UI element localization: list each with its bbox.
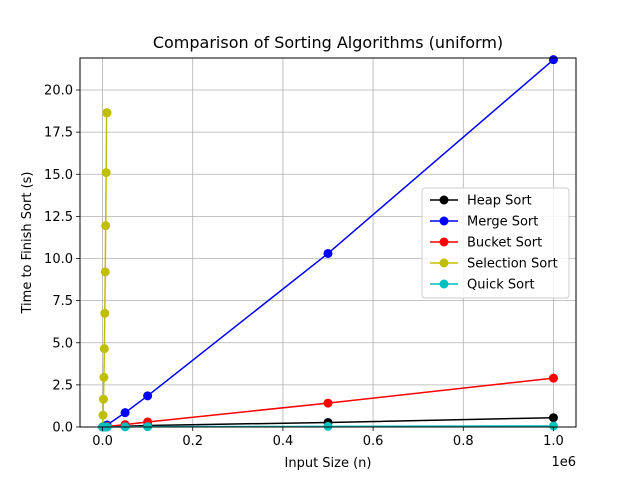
legend-marker xyxy=(439,216,449,226)
legend-marker xyxy=(439,195,449,205)
series-selection-sort xyxy=(98,108,112,432)
legend-marker xyxy=(439,237,449,247)
legend-label: Selection Sort xyxy=(467,257,558,272)
x-axis-label: Input Size (n) xyxy=(285,456,372,471)
x-tick-label: 0.2 xyxy=(182,434,203,449)
legend-item-quick-sort: Quick Sort xyxy=(430,278,535,293)
y-axis-label: Time to Finish Sort (s) xyxy=(20,172,35,315)
data-point-heap-sort xyxy=(548,413,558,423)
legend-item-selection-sort: Selection Sort xyxy=(430,257,558,272)
legend-label: Merge Sort xyxy=(467,215,538,230)
data-point-selection-sort xyxy=(101,221,111,231)
chart-title: Comparison of Sorting Algorithms (unifor… xyxy=(153,33,503,52)
plot-frame xyxy=(79,57,577,428)
y-tick-label: 5.0 xyxy=(52,336,73,351)
y-tick-label: 15.0 xyxy=(44,168,73,183)
legend-label: Bucket Sort xyxy=(467,236,542,251)
data-point-merge-sort xyxy=(143,391,153,401)
y-tick-label: 17.5 xyxy=(44,126,73,141)
x-tick-label: 0.0 xyxy=(92,434,113,449)
data-point-merge-sort xyxy=(548,55,558,65)
y-tick-label: 0.0 xyxy=(52,421,73,436)
legend-marker xyxy=(439,258,449,268)
legend: Heap Sort Merge Sort Bucket Sort Selection … xyxy=(421,187,570,299)
y-tick-label: 2.5 xyxy=(52,378,73,393)
data-point-selection-sort xyxy=(102,108,112,118)
data-point-bucket-sort xyxy=(323,398,333,408)
y-tick-label: 7.5 xyxy=(52,294,73,309)
y-tick-label: 10.0 xyxy=(44,252,73,267)
y-tick-label: 12.5 xyxy=(44,210,73,225)
data-point-merge-sort xyxy=(120,408,130,418)
data-point-selection-sort xyxy=(98,410,108,420)
legend-label: Quick Sort xyxy=(467,278,535,293)
data-point-selection-sort xyxy=(98,394,108,404)
data-point-selection-sort xyxy=(100,308,110,318)
legend-item-heap-sort: Heap Sort xyxy=(430,194,532,209)
data-point-bucket-sort xyxy=(548,373,558,383)
x-tick-label: 1.0 xyxy=(543,434,564,449)
x-axis: 0.0 0.2 0.4 0.6 0.8 1.0 xyxy=(92,427,564,449)
data-point-merge-sort xyxy=(323,248,333,258)
y-tick-label: 20.0 xyxy=(44,84,73,99)
data-point-quick-sort xyxy=(323,421,333,431)
legend-label: Heap Sort xyxy=(467,194,532,209)
data-point-selection-sort xyxy=(99,344,109,354)
x-axis-offset-label: 1e6 xyxy=(551,455,576,470)
data-point-selection-sort xyxy=(99,372,109,382)
data-point-quick-sort xyxy=(548,421,558,431)
legend-item-bucket-sort: Bucket Sort xyxy=(430,236,542,251)
series-quick-sort xyxy=(98,421,558,432)
legend-marker xyxy=(439,279,449,289)
legend-box xyxy=(421,187,570,299)
data-point-selection-sort xyxy=(100,267,110,277)
x-tick-label: 0.8 xyxy=(453,434,474,449)
data-point-selection-sort xyxy=(101,168,111,178)
x-tick-label: 0.6 xyxy=(363,434,384,449)
legend-item-merge-sort: Merge Sort xyxy=(430,215,538,230)
x-tick-label: 0.4 xyxy=(273,434,294,449)
y-axis: 0.0 2.5 5.0 7.5 10.0 12.5 15.0 17.5 20.0 xyxy=(44,84,80,436)
